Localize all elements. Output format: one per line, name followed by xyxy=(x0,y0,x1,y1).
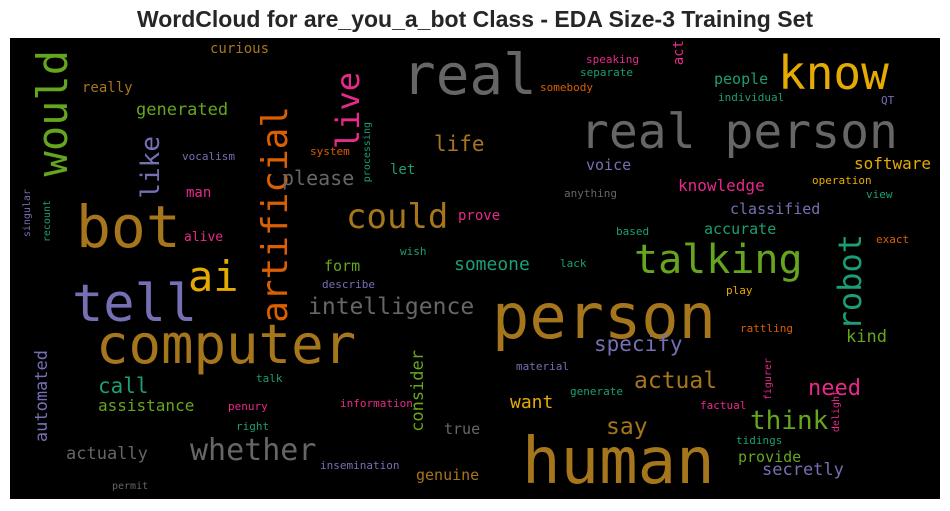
word-real-person: real person xyxy=(580,104,898,160)
word-alive: alive xyxy=(184,230,224,245)
word-whether: whether xyxy=(190,433,317,468)
word-form: form xyxy=(324,257,361,275)
word-act: act xyxy=(671,40,687,66)
word-describe: describe xyxy=(322,278,375,291)
word-bot: bot xyxy=(76,193,181,261)
word-prove: prove xyxy=(458,208,501,224)
word-separate: separate xyxy=(580,66,633,79)
word-would: would xyxy=(28,50,77,177)
word-robot: robot xyxy=(831,234,869,331)
word-live: live xyxy=(329,72,367,150)
word-need: need xyxy=(808,376,861,401)
word-voice: voice xyxy=(586,156,632,174)
word-information: information xyxy=(340,397,413,410)
word-person: person xyxy=(492,280,716,353)
word-material: material xyxy=(516,360,569,373)
word-like: like xyxy=(136,136,166,199)
word-factual: factual xyxy=(700,399,747,412)
word-consider: consider xyxy=(408,350,428,432)
word-software: software xyxy=(854,154,932,173)
word-tell: tell xyxy=(72,274,198,334)
word-singular: singular xyxy=(22,189,33,238)
word-people: people xyxy=(714,70,769,88)
word-really: really xyxy=(82,80,133,96)
word-knowledge: knowledge xyxy=(678,176,765,195)
word-artificial: artificial xyxy=(255,106,296,323)
word-operation: operation xyxy=(812,174,872,187)
word-genuine: genuine xyxy=(416,466,480,484)
word-based: based xyxy=(616,225,650,238)
wordcloud-canvas: human person computer bot real real person tel… xyxy=(10,38,940,499)
word-insemination: insemination xyxy=(320,459,400,472)
word-generate: generate xyxy=(570,385,623,398)
word-kind: kind xyxy=(846,327,887,347)
word-tidings: tidings xyxy=(736,434,783,447)
word-actual: actual xyxy=(634,368,718,394)
chart-title: WordCloud for are_you_a_bot Class - EDA … xyxy=(136,6,814,32)
word-true: true xyxy=(444,420,481,438)
word-curious: curious xyxy=(210,41,270,57)
word-wish: wish xyxy=(400,245,427,258)
word-penury: penury xyxy=(228,400,268,413)
word-rattling: rattling xyxy=(740,322,793,335)
word-automated: automated xyxy=(32,350,52,443)
word-system: system xyxy=(310,145,350,158)
word-intelligence: intelligence xyxy=(308,294,475,320)
word-speaking: speaking xyxy=(586,53,639,66)
word-view: view xyxy=(866,188,893,201)
word-talk: talk xyxy=(256,372,283,385)
word-know: know xyxy=(778,46,889,100)
word-right: right xyxy=(236,420,270,433)
word-lack: lack xyxy=(560,257,587,270)
word-individual: individual xyxy=(718,91,785,104)
word-assistance: assistance xyxy=(98,396,195,415)
word-call: call xyxy=(98,374,149,398)
word-recount: recount xyxy=(42,200,53,243)
word-say: say xyxy=(606,414,648,440)
word-figurer: figurer xyxy=(763,358,774,401)
word-permit: permit xyxy=(112,481,149,492)
word-processing: processing xyxy=(362,122,373,183)
word-let: let xyxy=(390,162,416,178)
word-generated: generated xyxy=(136,100,229,120)
word-life: life xyxy=(434,132,485,156)
word-qt: QT xyxy=(881,94,895,107)
word-human: human xyxy=(522,425,715,499)
word-secretly: secretly xyxy=(762,460,844,480)
word-want: want xyxy=(510,392,554,413)
word-accurate: accurate xyxy=(704,220,777,238)
word-exact: exact xyxy=(876,233,910,246)
word-ai: ai xyxy=(188,252,239,301)
word-could: could xyxy=(346,197,449,237)
word-man: man xyxy=(186,185,212,201)
word-delight: delight xyxy=(831,390,842,433)
word-specify: specify xyxy=(594,332,683,356)
word-real: real xyxy=(402,43,537,108)
word-classified: classified xyxy=(730,200,821,218)
word-please: please xyxy=(282,166,355,190)
word-computer: computer xyxy=(96,313,357,376)
word-provide: provide xyxy=(738,448,802,466)
word-actually: actually xyxy=(66,444,148,464)
word-somebody: somebody xyxy=(540,81,593,94)
word-anything: anything xyxy=(564,187,617,200)
word-talking: talking xyxy=(634,237,803,283)
word-vocalism: vocalism xyxy=(182,150,235,163)
word-play: play xyxy=(726,284,753,297)
word-think: think xyxy=(750,406,829,436)
word-someone: someone xyxy=(454,254,530,275)
